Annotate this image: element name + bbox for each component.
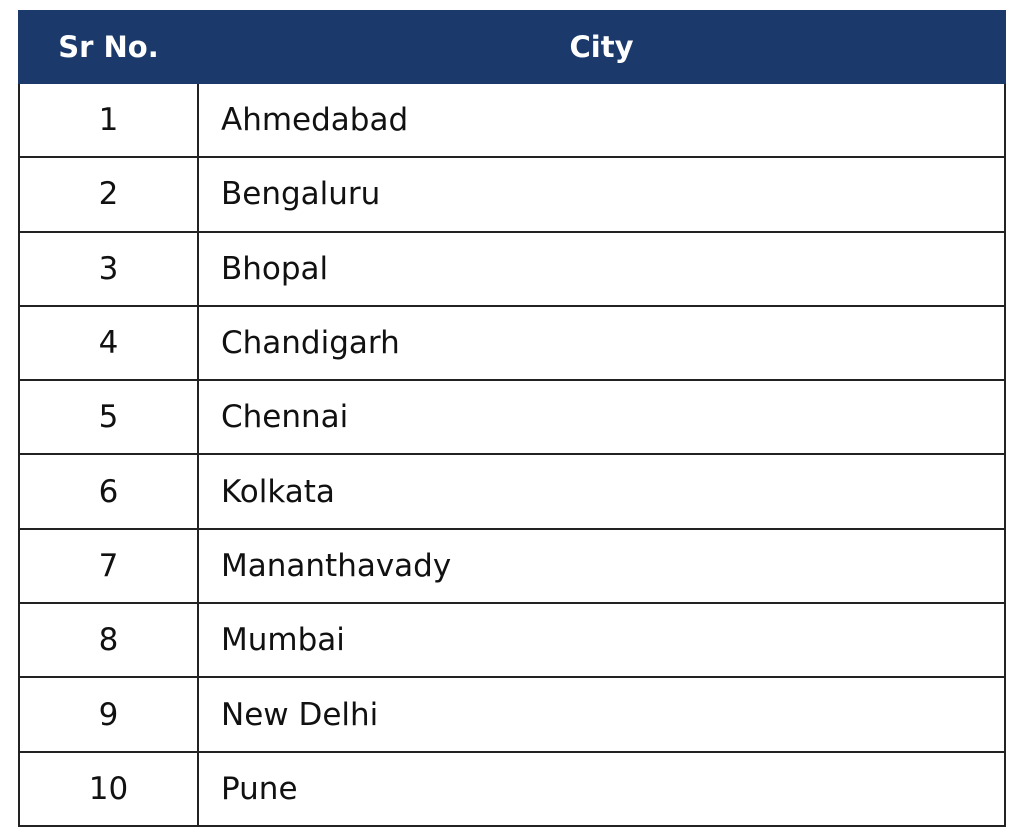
serial-cell: 1 <box>18 81 199 159</box>
header-cell: City <box>197 10 1006 84</box>
table-row: 3 Bhopal <box>18 230 1006 307</box>
serial-cell: 3 <box>18 230 199 307</box>
city-table: Sr No. City 1 Ahmedabad 2 Bengaluru 3 Bhopal 4… <box>18 10 1006 827</box>
table-row: 5 Chennai <box>18 379 1006 456</box>
table-row: 7 Mananthavady <box>18 527 1006 605</box>
city-cell: Pune <box>197 750 1006 827</box>
city-cell: Chandigarh <box>197 304 1006 382</box>
table-row: 4 Chandigarh <box>18 304 1006 382</box>
city-cell: Mumbai <box>197 602 1006 679</box>
city-cell: Chennai <box>197 379 1006 456</box>
serial-cell: 10 <box>18 750 199 827</box>
serial-cell: 4 <box>18 304 199 382</box>
city-cell: Kolkata <box>197 453 1006 530</box>
table-row: 6 Kolkata <box>18 453 1006 530</box>
table-row: 8 Mumbai <box>18 602 1006 679</box>
serial-cell: 5 <box>18 379 199 456</box>
city-cell: New Delhi <box>197 676 1006 753</box>
serial-cell: 8 <box>18 602 199 679</box>
serial-cell: 2 <box>18 156 199 233</box>
serial-cell: 6 <box>18 453 199 530</box>
table-body: 1 Ahmedabad 2 Bengaluru 3 Bhopal 4 Chandigarh 5 C… <box>18 81 1006 827</box>
serial-cell: 7 <box>18 527 199 605</box>
table-row: 2 Bengaluru <box>18 156 1006 233</box>
table-row: 1 Ahmedabad <box>18 81 1006 159</box>
serial-cell: 9 <box>18 676 199 753</box>
city-cell: Mananthavady <box>197 527 1006 605</box>
table-row: 9 New Delhi <box>18 676 1006 753</box>
header-row: Sr No. City <box>18 10 1006 84</box>
city-cell: Bhopal <box>197 230 1006 307</box>
table-row: 10 Pune <box>18 750 1006 827</box>
header-cell: Sr No. <box>18 10 199 84</box>
city-cell: Bengaluru <box>197 156 1006 233</box>
city-cell: Ahmedabad <box>197 81 1006 159</box>
